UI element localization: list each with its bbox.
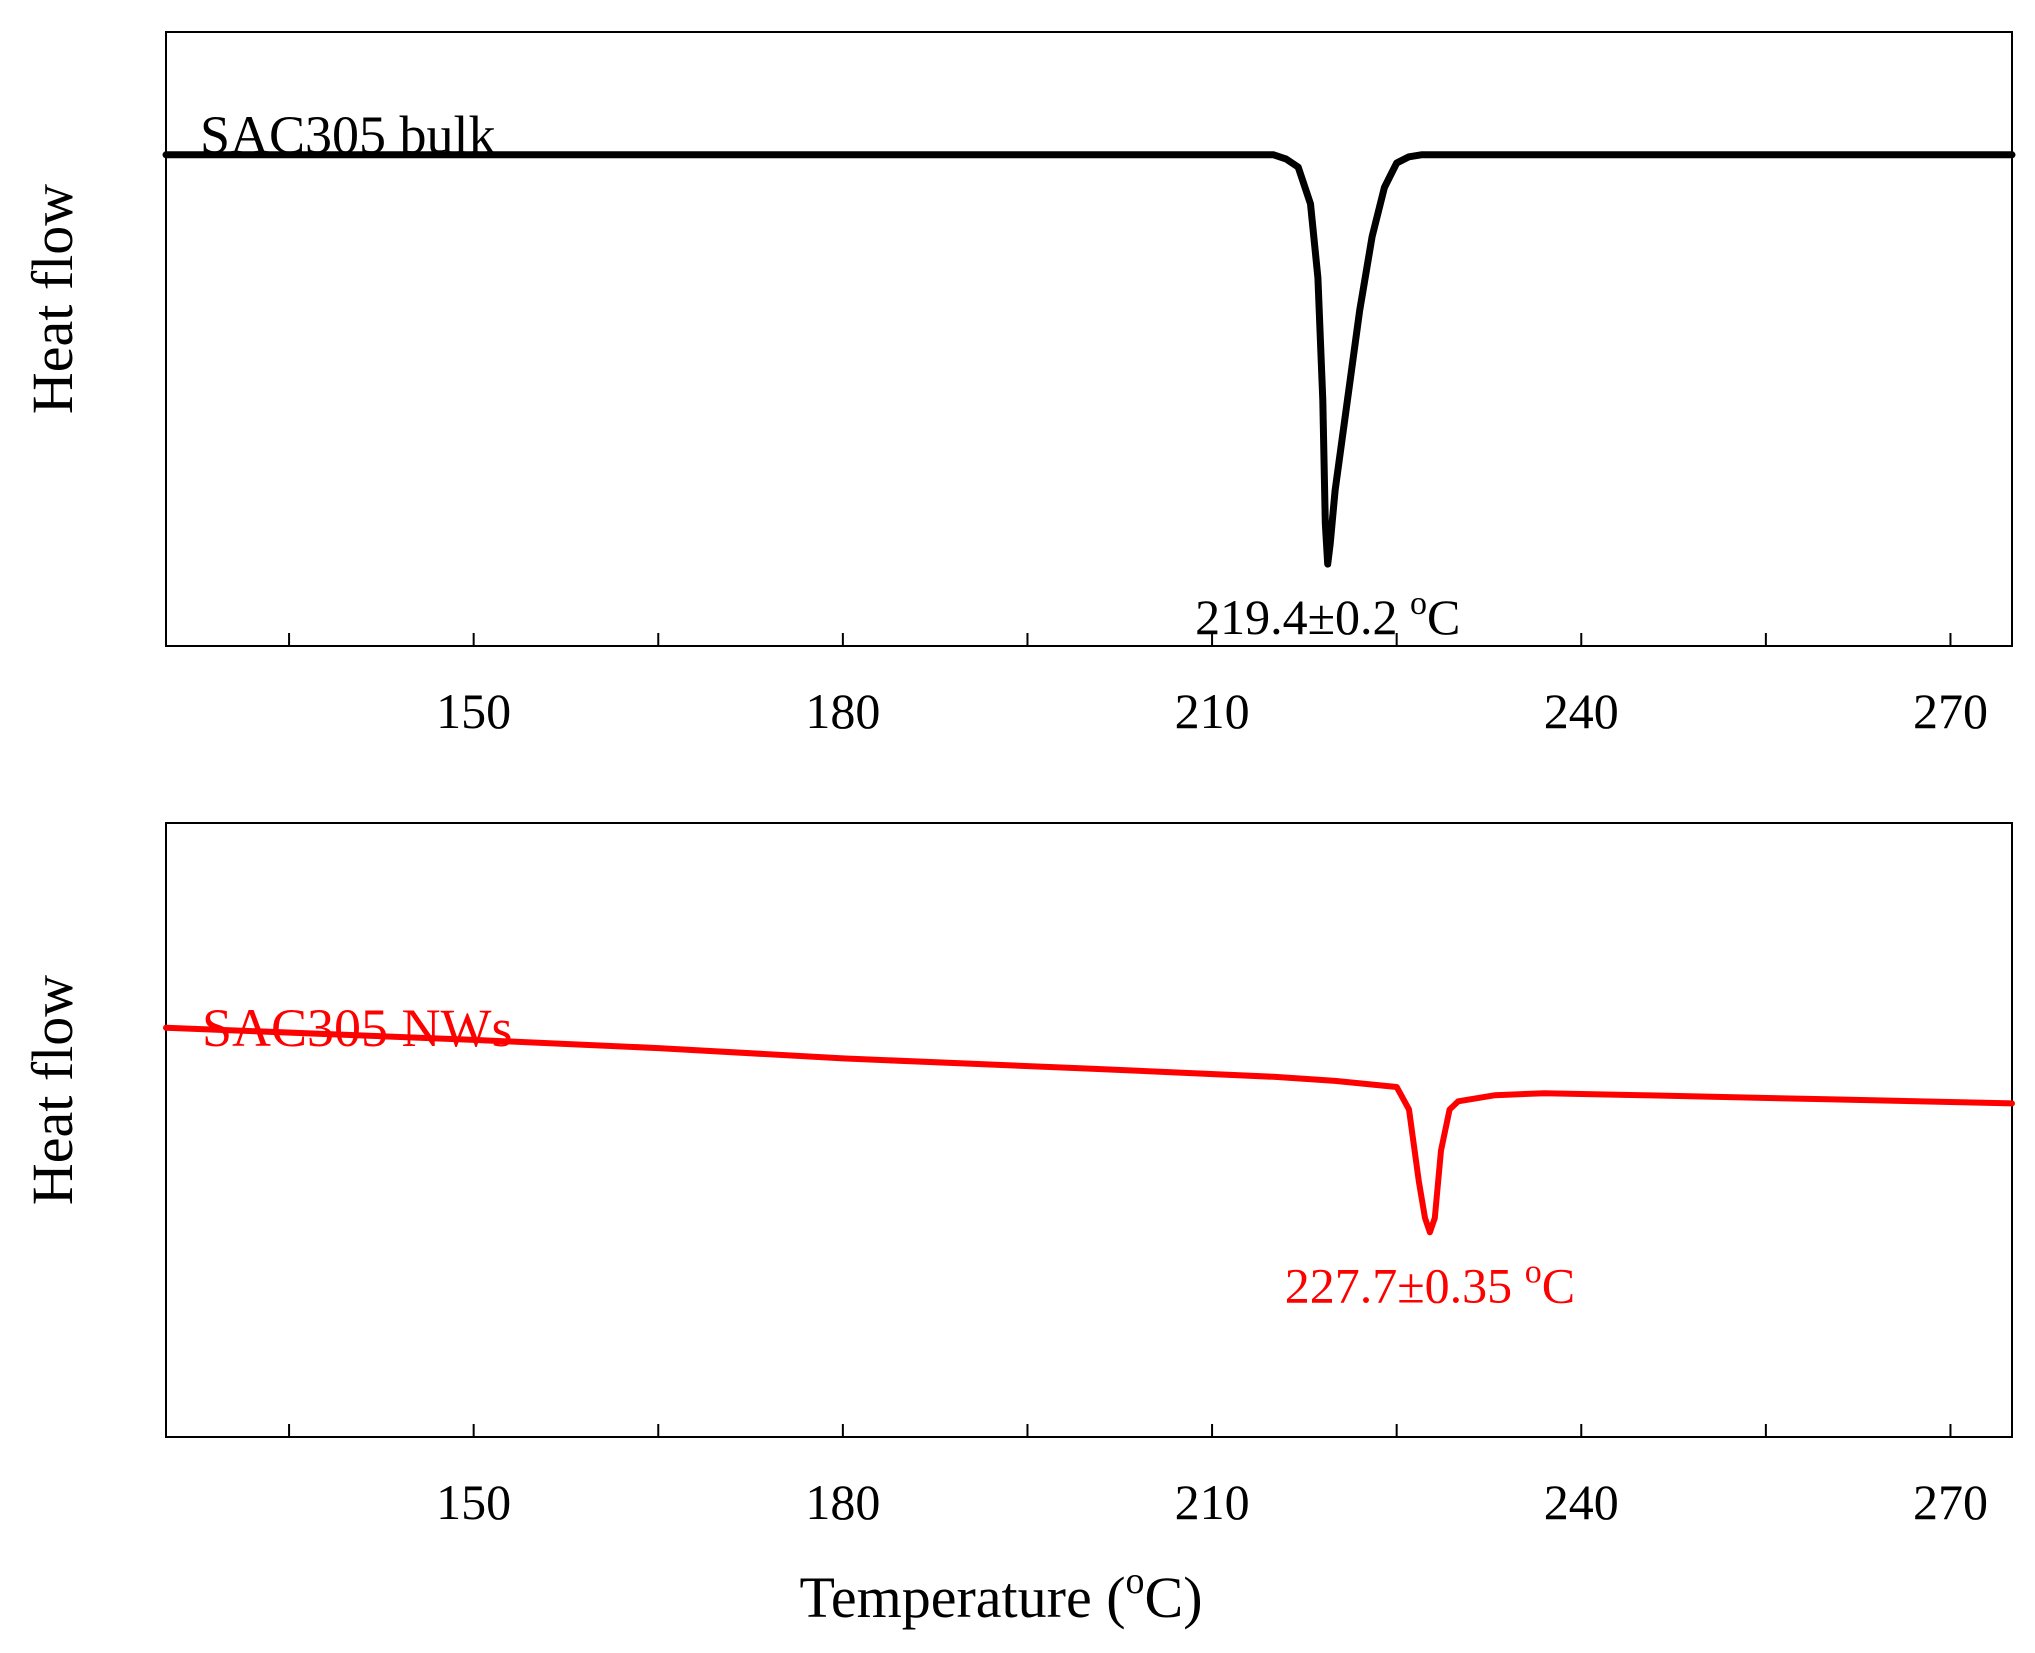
x-tick-label: 150 bbox=[436, 1474, 511, 1530]
x-tick-label: 210 bbox=[1175, 1474, 1250, 1530]
y-axis-title: Heat flow bbox=[20, 975, 85, 1205]
series-label: SAC305 bulk bbox=[200, 105, 496, 165]
panel-top: 150 180 210 240 270 Heat flow SAC305 bulk 219.4… bbox=[20, 31, 2016, 739]
y-axis-title: Heat flow bbox=[20, 184, 85, 414]
plot-frame bbox=[165, 822, 2013, 1438]
x-tick-label: 180 bbox=[805, 683, 880, 739]
panel-bottom: 150 180 210 240 270 Heat flow SAC305 NWs 227.7±… bbox=[20, 822, 2015, 1630]
x-axis-title: Temperature (oC) bbox=[799, 1560, 1202, 1630]
series-line-top bbox=[162, 151, 2016, 568]
series-label: SAC305 NWs bbox=[202, 998, 513, 1058]
series-line-bottom bbox=[163, 1024, 2015, 1236]
x-tick-label: 270 bbox=[1913, 683, 1988, 739]
x-tick-label: 240 bbox=[1544, 683, 1619, 739]
x-tick-label: 210 bbox=[1175, 683, 1250, 739]
x-tick-label: 240 bbox=[1544, 1474, 1619, 1530]
x-tick-label: 150 bbox=[436, 683, 511, 739]
plot-frame bbox=[165, 31, 2013, 647]
x-tick-label: 180 bbox=[805, 1474, 880, 1530]
x-tick-label: 270 bbox=[1913, 1474, 1988, 1530]
peak-annotation: 227.7±0.35 oC bbox=[1285, 1253, 1575, 1313]
peak-annotation: 219.4±0.2 oC bbox=[1195, 585, 1460, 645]
